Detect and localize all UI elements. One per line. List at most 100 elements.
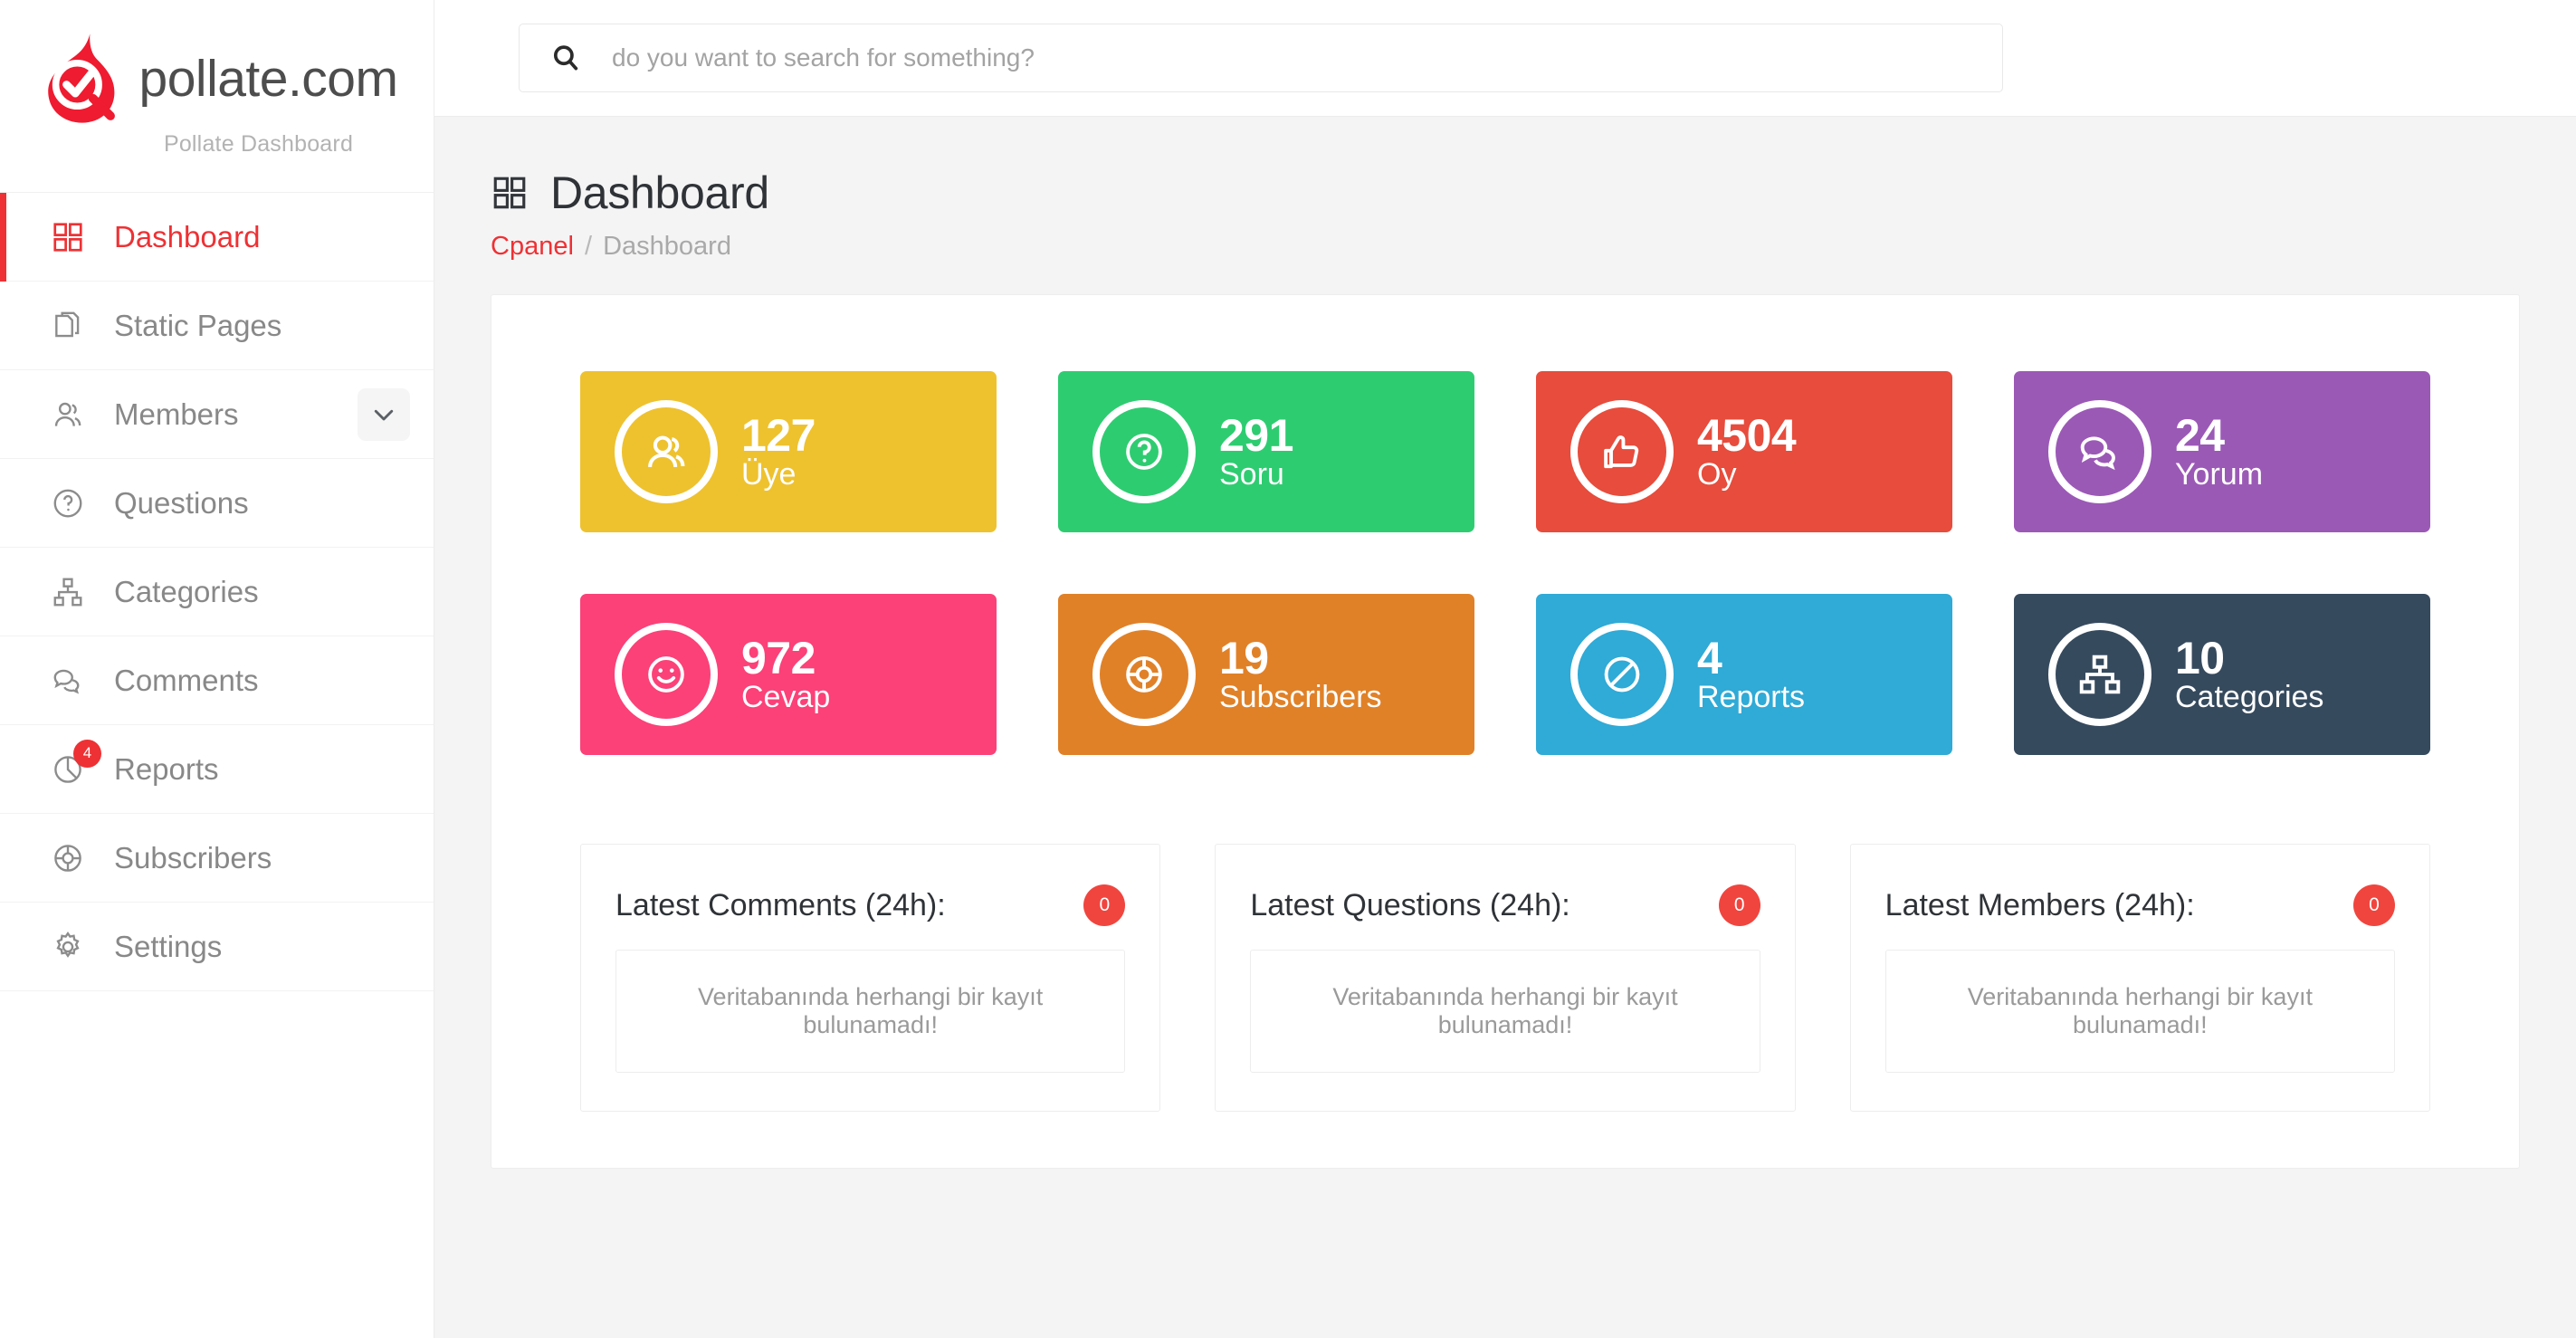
- stat-label: Cevap: [741, 680, 831, 715]
- stat-text: 972 Cevap: [741, 636, 830, 713]
- latest-card-title: Latest Questions (24h):: [1250, 887, 1570, 922]
- empty-state-message: Veritabanında herhangi bir kayıt bulunam…: [1884, 950, 2395, 1073]
- latest-questions-card: Latest Questions (24h): 0 Veritabanında …: [1215, 844, 1796, 1112]
- brand-row: pollate.com: [36, 30, 398, 128]
- stat-card-categories[interactable]: 10 Categories: [2014, 594, 2430, 755]
- latest-comments-card: Latest Comments (24h): 0 Veritabanında h…: [580, 844, 1161, 1112]
- brand-header[interactable]: pollate.com Pollate Dashboard: [0, 0, 434, 193]
- sidebar-item-label: Categories: [114, 574, 259, 608]
- stat-value: 19: [1219, 633, 1269, 684]
- stat-text: 4504 Oy: [1697, 410, 1797, 491]
- status-badge: 0: [1718, 884, 1760, 926]
- stat-text: 10 Categories: [2175, 636, 2323, 713]
- stat-value: 10: [2175, 633, 2225, 684]
- stat-card-answers[interactable]: 972 Cevap: [580, 594, 997, 755]
- page-header: Dashboard Cpanel / Dashboard: [491, 167, 2520, 262]
- search-box[interactable]: [519, 24, 2003, 92]
- sidebar-item-subscribers[interactable]: Subscribers: [0, 814, 434, 903]
- stat-card-comments[interactable]: 24 Yorum: [2014, 371, 2430, 532]
- stat-value: 4504: [1697, 410, 1797, 462]
- sidebar-nav: Dashboard Static Pages Members: [0, 193, 434, 991]
- content-area: Dashboard Cpanel / Dashboard: [434, 117, 2576, 1338]
- users-icon: [47, 394, 89, 435]
- stat-text: 19 Subscribers: [1219, 636, 1382, 713]
- sidebar-item-reports[interactable]: 4 Reports: [0, 725, 434, 814]
- sidebar-item-questions[interactable]: Questions: [0, 459, 434, 548]
- sidebar-badge-reports: 4: [73, 739, 101, 768]
- top-bar: [434, 0, 2576, 117]
- stat-card-members[interactable]: 127 Üye: [580, 371, 997, 532]
- chevron-down-icon[interactable]: [358, 387, 410, 441]
- stat-text: 4 Reports: [1697, 636, 1805, 713]
- main-area: Dashboard Cpanel / Dashboard: [434, 0, 2576, 1338]
- sidebar-item-settings[interactable]: Settings: [0, 903, 434, 991]
- sidebar-item-static-pages[interactable]: Static Pages: [0, 282, 434, 370]
- search-icon: [550, 43, 581, 73]
- gear-icon: [47, 926, 89, 968]
- sidebar-item-categories[interactable]: Categories: [0, 548, 434, 636]
- thumbs-up-icon: [1570, 400, 1674, 503]
- latest-card-title: Latest Members (24h):: [1884, 887, 2195, 922]
- stat-card-grid: 127 Üye 291 Soru: [580, 371, 2430, 755]
- page-title: Dashboard: [550, 167, 769, 218]
- brand-name: pollate.com: [138, 49, 399, 108]
- sidebar: pollate.com Pollate Dashboard Dashboard: [0, 0, 434, 1338]
- breadcrumb-separator: /: [584, 232, 593, 261]
- breadcrumb: Cpanel / Dashboard: [491, 232, 2520, 262]
- latest-card-title: Latest Comments (24h):: [615, 887, 946, 922]
- stat-card-votes[interactable]: 4504 Oy: [1536, 371, 1952, 532]
- latest-grid: Latest Comments (24h): 0 Veritabanında h…: [580, 844, 2430, 1112]
- grid-icon: [47, 216, 89, 258]
- search-input[interactable]: [612, 43, 2002, 72]
- sidebar-item-dashboard[interactable]: Dashboard: [0, 193, 434, 282]
- latest-members-card: Latest Members (24h): 0 Veritabanında he…: [1849, 844, 2430, 1112]
- status-badge: 0: [2352, 884, 2395, 926]
- sidebar-item-members[interactable]: Members: [0, 370, 434, 459]
- sidebar-item-label: Members: [114, 397, 239, 431]
- comments-icon: [2048, 400, 2151, 503]
- stat-card-reports[interactable]: 4 Reports: [1536, 594, 1952, 755]
- stat-text: 24 Yorum: [2175, 413, 2263, 491]
- grid-icon: [491, 174, 529, 212]
- page-title-row: Dashboard: [491, 167, 2520, 219]
- stat-label: Soru: [1219, 457, 1284, 492]
- sidebar-item-comments[interactable]: Comments: [0, 636, 434, 725]
- stat-value: 127: [741, 410, 816, 462]
- question-icon: [1092, 400, 1196, 503]
- users-icon: [615, 400, 718, 503]
- sitemap-icon: [2048, 623, 2151, 726]
- latest-card-header: Latest Questions (24h): 0: [1250, 884, 1760, 926]
- stat-label: Yorum: [2175, 457, 2264, 492]
- dashboard-panel: 127 Üye 291 Soru: [491, 294, 2520, 1169]
- latest-card-header: Latest Comments (24h): 0: [615, 884, 1126, 926]
- stat-label: Reports: [1697, 680, 1806, 715]
- sidebar-item-label: Static Pages: [114, 308, 282, 342]
- stat-value: 24: [2175, 410, 2225, 462]
- sidebar-item-label: Dashboard: [114, 219, 261, 253]
- sidebar-item-label: Subscribers: [114, 840, 272, 874]
- latest-card-header: Latest Members (24h): 0: [1885, 884, 2395, 926]
- question-icon: [47, 483, 89, 524]
- pie-chart-icon: 4: [47, 739, 101, 790]
- stat-text: 127 Üye: [741, 413, 816, 491]
- stat-label: Subscribers: [1219, 680, 1382, 715]
- stat-label: Categories: [2175, 680, 2324, 715]
- stat-value: 291: [1219, 410, 1293, 462]
- stat-value: 972: [741, 633, 816, 684]
- breadcrumb-root-link[interactable]: Cpanel: [491, 232, 574, 261]
- lifebuoy-icon: [1092, 623, 1196, 726]
- stat-card-subscribers[interactable]: 19 Subscribers: [1058, 594, 1474, 755]
- status-badge: 0: [1083, 884, 1126, 926]
- pages-icon: [47, 305, 89, 347]
- lifebuoy-icon: [47, 837, 89, 879]
- sitemap-icon: [47, 571, 89, 613]
- ban-icon: [1570, 623, 1674, 726]
- empty-state-message: Veritabanında herhangi bir kayıt bulunam…: [1250, 950, 1760, 1073]
- stat-label: Üye: [741, 457, 797, 492]
- breadcrumb-current: Dashboard: [603, 232, 731, 261]
- sidebar-item-label: Settings: [114, 929, 223, 963]
- sidebar-item-label: Reports: [114, 751, 219, 786]
- stat-card-questions[interactable]: 291 Soru: [1058, 371, 1474, 532]
- brand-subtitle: Pollate Dashboard: [163, 130, 354, 157]
